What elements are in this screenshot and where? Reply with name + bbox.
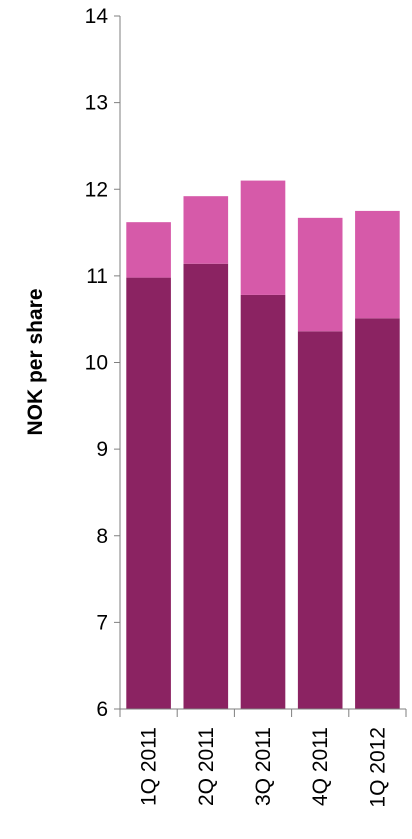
y-tick-label: 14 (85, 5, 109, 28)
y-tick-label: 12 (85, 178, 108, 201)
bar-segment-base-2 (183, 263, 229, 709)
bar-segment-top-4 (297, 217, 343, 332)
y-axis: 6 7 8 9 10 11 12 13 14 (85, 5, 121, 721)
y-tick-label: 9 (96, 438, 108, 461)
bar-segment-top-1 (126, 222, 171, 278)
y-tick-label: 10 (85, 352, 108, 375)
bar-segment-top-2 (183, 196, 229, 264)
x-category-label: 4Q 2011 (309, 727, 332, 806)
y-tick-label: 8 (96, 525, 108, 548)
x-category-label: 2Q 2011 (195, 727, 218, 806)
y-tick-label: 11 (86, 265, 108, 288)
x-category-label: 1Q 2011 (138, 727, 161, 806)
bar-segment-base-5 (355, 318, 400, 709)
y-tick-label: 13 (85, 92, 108, 115)
bar-segment-base-4 (297, 331, 343, 709)
x-category-label: 1Q 2012 (366, 727, 389, 808)
bar-segment-base-1 (126, 277, 171, 709)
x-axis: 1Q 2011 2Q 2011 3Q 2011 4Q 2011 1Q 2012 (119, 708, 407, 808)
bar-segment-top-5 (355, 210, 400, 319)
y-axis-title: NOK per share (24, 288, 47, 435)
bars-group (126, 180, 400, 709)
bar-segment-base-3 (240, 294, 286, 709)
bar-segment-top-3 (240, 180, 286, 295)
x-category-label: 3Q 2011 (252, 727, 275, 806)
y-tick-label: 7 (96, 611, 108, 634)
y-tick-label: 6 (96, 698, 108, 721)
